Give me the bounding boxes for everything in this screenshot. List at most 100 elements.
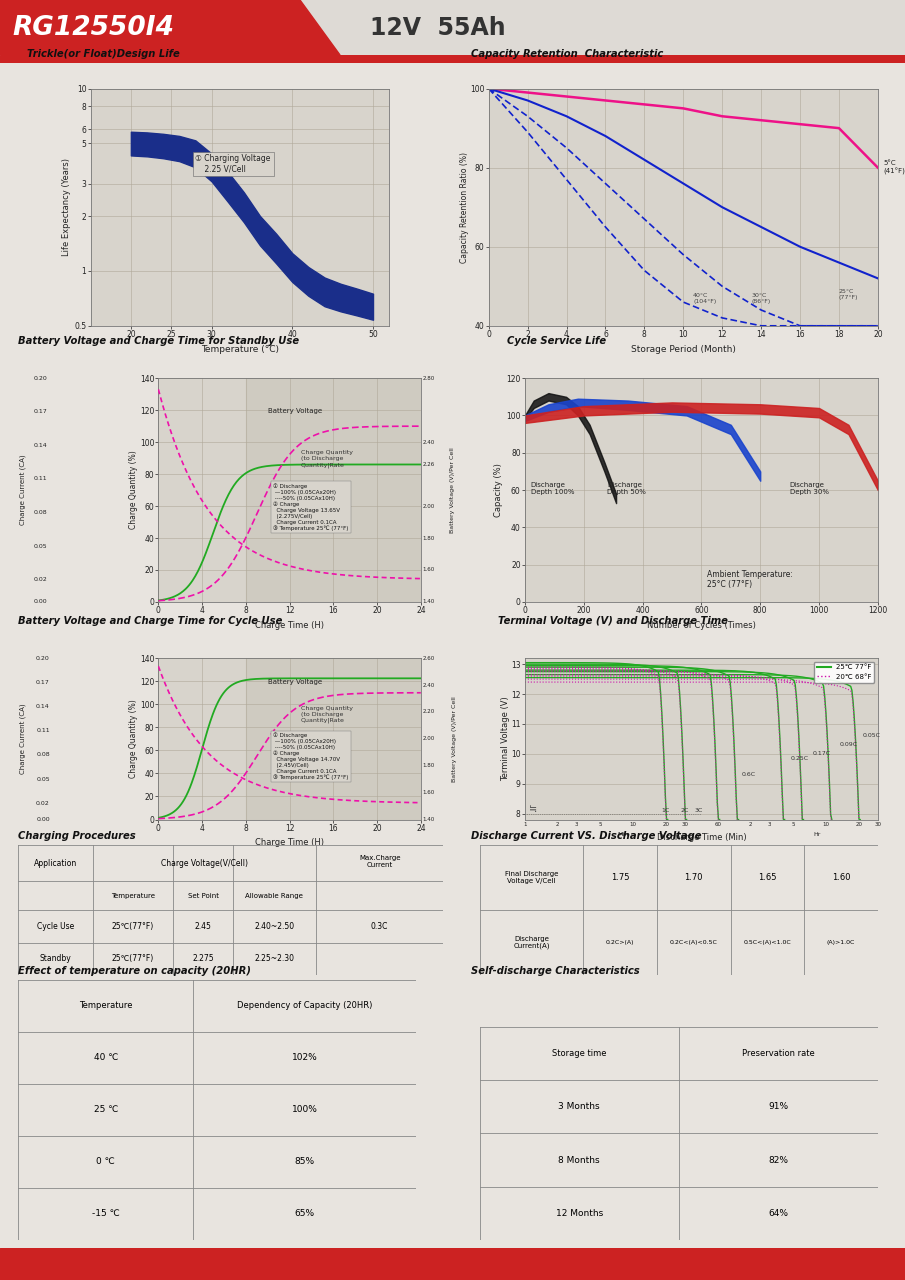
Text: Discharge
Depth 30%: Discharge Depth 30% (789, 481, 829, 495)
X-axis label: Charge Time (H): Charge Time (H) (255, 838, 324, 847)
Text: -15 ℃: -15 ℃ (91, 1210, 119, 1219)
Text: 2.25~2.30: 2.25~2.30 (254, 955, 294, 964)
Text: RG12550I4: RG12550I4 (12, 15, 174, 41)
Text: 1.80: 1.80 (423, 763, 435, 768)
Text: 0.14: 0.14 (33, 443, 47, 448)
Text: Charge Quantity
(to Discharge
Quantity|Rate: Charge Quantity (to Discharge Quantity|R… (300, 451, 353, 467)
Text: 0.3C: 0.3C (371, 922, 388, 931)
Text: 0.05: 0.05 (33, 544, 47, 549)
Text: ① Discharge
 —100% (0.05CAx20H)
 ----50% (0.05CAx10H)
② Charge
  Charge Voltage : ① Discharge —100% (0.05CAx20H) ----50% (… (273, 732, 348, 781)
Text: 1.40: 1.40 (423, 599, 435, 604)
Text: 0.08: 0.08 (36, 753, 50, 758)
Text: 82%: 82% (768, 1156, 788, 1165)
Text: 64%: 64% (768, 1208, 788, 1217)
Text: 3C: 3C (694, 808, 703, 813)
Text: Temperature: Temperature (79, 1001, 132, 1010)
Y-axis label: Life Expectancy (Years): Life Expectancy (Years) (62, 159, 71, 256)
Text: 2.26: 2.26 (423, 462, 435, 467)
Text: 0.20: 0.20 (33, 375, 47, 380)
Text: 65%: 65% (295, 1210, 315, 1219)
Text: 0 ℃: 0 ℃ (96, 1157, 115, 1166)
Text: 1.80: 1.80 (423, 535, 435, 540)
Text: 5°C
(41°F): 5°C (41°F) (883, 160, 905, 175)
Text: 25°C
(77°F): 25°C (77°F) (839, 289, 859, 300)
Bar (246, 378, 421, 602)
Text: 1.75: 1.75 (611, 873, 629, 882)
Text: 12 Months: 12 Months (556, 1208, 603, 1217)
Text: 2C: 2C (681, 808, 690, 813)
Text: 1.60: 1.60 (423, 790, 435, 795)
Text: 0.05C: 0.05C (862, 733, 881, 739)
Text: 20: 20 (662, 822, 670, 827)
Text: 2.20: 2.20 (423, 709, 435, 714)
Text: 8 Months: 8 Months (558, 1156, 600, 1165)
Y-axis label: Charge Quantity (%): Charge Quantity (%) (129, 699, 138, 778)
Text: Preservation rate: Preservation rate (742, 1048, 814, 1059)
Text: 0.14: 0.14 (36, 704, 50, 709)
Text: 2.40~2.50: 2.40~2.50 (254, 922, 294, 931)
Text: Discharge
Depth 50%: Discharge Depth 50% (607, 481, 646, 495)
X-axis label: Temperature (°C): Temperature (°C) (201, 344, 279, 353)
Text: Battery Voltage and Charge Time for Cycle Use: Battery Voltage and Charge Time for Cycl… (18, 616, 282, 626)
Text: Battery Voltage: Battery Voltage (268, 678, 322, 685)
Text: Battery Voltage and Charge Time for Standby Use: Battery Voltage and Charge Time for Stan… (18, 337, 300, 346)
Text: Allowable Range: Allowable Range (245, 892, 303, 899)
Text: Charge Current (CA): Charge Current (CA) (19, 454, 26, 525)
Text: Discharge Current VS. Discharge Voltage: Discharge Current VS. Discharge Voltage (471, 831, 701, 841)
Text: 5: 5 (792, 822, 795, 827)
Text: 0.11: 0.11 (36, 728, 50, 733)
Text: 0.11: 0.11 (33, 476, 47, 481)
Bar (246, 658, 421, 819)
Text: 0.2C>(A): 0.2C>(A) (605, 940, 634, 945)
Text: 3: 3 (767, 822, 771, 827)
Text: 0.09C: 0.09C (840, 742, 858, 748)
Text: Max.Charge
Current: Max.Charge Current (359, 855, 400, 868)
Text: Battery Voltage (V)/Per Cell: Battery Voltage (V)/Per Cell (450, 447, 455, 532)
Text: 0.02: 0.02 (33, 577, 47, 582)
Text: Charge Quantity
(to Discharge
Quantity|Rate: Charge Quantity (to Discharge Quantity|R… (300, 707, 353, 723)
Text: 0.17: 0.17 (36, 680, 50, 685)
Text: Terminal Voltage (V) and Discharge Time: Terminal Voltage (V) and Discharge Time (498, 616, 728, 626)
Text: 2.00: 2.00 (423, 736, 435, 741)
Y-axis label: Terminal Voltage (V): Terminal Voltage (V) (500, 696, 510, 781)
Text: 1: 1 (523, 822, 527, 827)
Text: 1.60: 1.60 (423, 567, 435, 572)
Text: 2: 2 (556, 822, 559, 827)
Text: 0.17C: 0.17C (813, 751, 831, 756)
Text: 10: 10 (630, 822, 637, 827)
Text: 0.25C: 0.25C (790, 755, 808, 760)
Text: Charge Current (CA): Charge Current (CA) (19, 704, 26, 774)
Text: Capacity Retention  Characteristic: Capacity Retention Characteristic (471, 49, 662, 59)
Text: 1.60: 1.60 (832, 873, 851, 882)
X-axis label: Discharge Time (Min): Discharge Time (Min) (656, 832, 747, 841)
Text: 0.08: 0.08 (33, 509, 47, 515)
Text: Discharge
Depth 100%: Discharge Depth 100% (530, 481, 575, 495)
Text: 100%: 100% (292, 1106, 318, 1115)
Text: 2.00: 2.00 (423, 503, 435, 508)
Text: 25℃(77°F): 25℃(77°F) (112, 955, 154, 964)
Text: 0.20: 0.20 (36, 655, 50, 660)
Y-axis label: Capacity (%): Capacity (%) (494, 463, 503, 517)
Text: ① Charging Voltage
    2.25 V/Cell: ① Charging Voltage 2.25 V/Cell (195, 155, 271, 174)
Y-axis label: Capacity Retention Ratio (%): Capacity Retention Ratio (%) (460, 152, 469, 262)
Text: ① Discharge
 —100% (0.05CAx20H)
 ----50% (0.05CAx10H)
② Charge
  Charge Voltage : ① Discharge —100% (0.05CAx20H) ----50% (… (273, 484, 348, 531)
Text: 0.6C: 0.6C (742, 772, 756, 777)
Text: 0.00: 0.00 (36, 817, 50, 822)
Text: Cycle Service Life: Cycle Service Life (507, 337, 606, 346)
Text: Cycle Use: Cycle Use (37, 922, 74, 931)
Text: Self-discharge Characteristics: Self-discharge Characteristics (471, 966, 639, 977)
Text: Battery Voltage (V)/Per Cell: Battery Voltage (V)/Per Cell (452, 696, 457, 782)
Text: 0.02: 0.02 (36, 801, 50, 806)
Text: 2.40: 2.40 (423, 682, 435, 687)
Text: 12V  55Ah: 12V 55Ah (370, 15, 506, 40)
Text: 1.40: 1.40 (423, 817, 435, 822)
Text: 0.05: 0.05 (36, 777, 50, 782)
Text: Standby: Standby (40, 955, 71, 964)
Text: 25℃(77°F): 25℃(77°F) (112, 922, 154, 931)
Text: 20: 20 (855, 822, 862, 827)
Text: Final Discharge
Voltage V/Cell: Final Discharge Voltage V/Cell (505, 870, 558, 884)
Text: 0.17: 0.17 (33, 410, 47, 415)
Text: Storage time: Storage time (552, 1048, 606, 1059)
Text: 0.5C<(A)<1.0C: 0.5C<(A)<1.0C (744, 940, 791, 945)
Text: 2: 2 (748, 822, 752, 827)
